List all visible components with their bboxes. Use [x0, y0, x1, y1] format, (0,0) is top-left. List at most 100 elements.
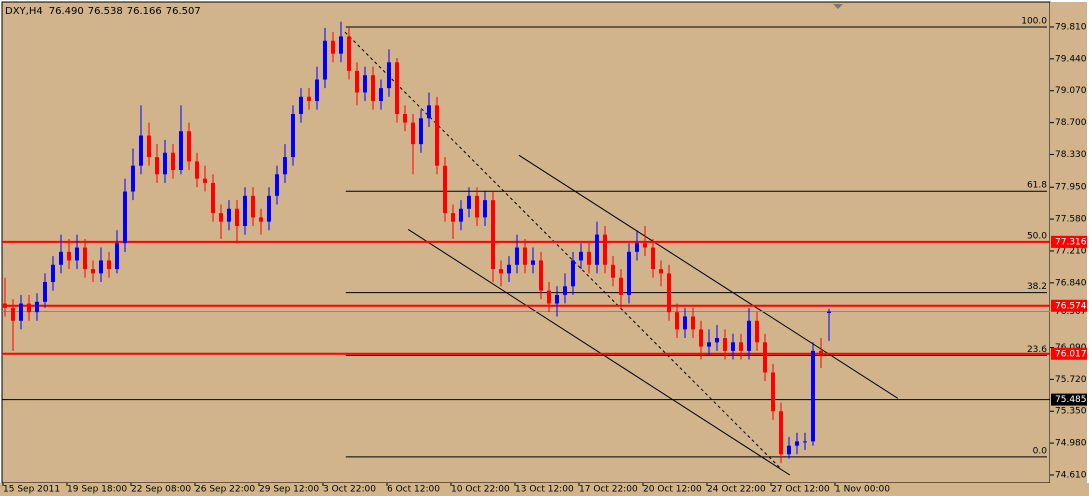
- y-tick-label: 75.350: [1055, 407, 1087, 417]
- candle-body: [483, 200, 487, 218]
- candle-body: [203, 178, 207, 183]
- candle-body: [195, 161, 199, 179]
- candle-body: [227, 208, 231, 222]
- x-tick-label: 22 Sep 08:00: [131, 485, 191, 495]
- candle-body: [651, 247, 655, 270]
- x-tick-label: 1 Nov 00:00: [835, 485, 890, 495]
- candle-body: [771, 372, 775, 412]
- candle-body: [19, 303, 23, 321]
- candle-body: [755, 320, 759, 343]
- candle-body: [275, 174, 279, 196]
- x-tick-label: 15 Sep 2011: [3, 485, 60, 495]
- candle-body: [523, 247, 527, 265]
- level-label: 75.485: [1055, 395, 1087, 405]
- open-label: 76.490: [49, 6, 84, 17]
- candle-body: [811, 350, 815, 442]
- candle-body: [707, 342, 711, 347]
- x-tick-label: 10 Oct 22:00: [451, 485, 510, 495]
- candle-body: [299, 96, 303, 114]
- fib-label: 23.6: [1027, 345, 1047, 355]
- candle-body: [443, 165, 447, 214]
- candle-body: [259, 217, 263, 222]
- candle-body: [715, 337, 719, 343]
- candle-body: [99, 260, 103, 274]
- candle-body: [11, 307, 15, 321]
- candle-body: [675, 312, 679, 330]
- candle-body: [43, 281, 47, 302]
- candle-body: [539, 260, 543, 291]
- candle-body: [731, 342, 735, 351]
- candle-body: [571, 260, 575, 287]
- candle-body: [507, 264, 511, 274]
- level-box: [1051, 299, 1087, 312]
- candle-body: [363, 75, 367, 93]
- candle-body: [747, 320, 751, 351]
- y-tick-label: 79.440: [1055, 54, 1087, 64]
- candle-body: [611, 264, 615, 278]
- candle-body: [763, 342, 767, 373]
- level-box: [1051, 347, 1087, 360]
- y-tick-label: 79.070: [1055, 86, 1087, 96]
- candle-body: [795, 441, 799, 446]
- current-price-label: 76.507: [1055, 307, 1087, 317]
- fib-label: 50.0: [1027, 231, 1047, 241]
- y-tick-label: 77.210: [1055, 246, 1087, 256]
- candle-body: [147, 135, 151, 158]
- low-label: 76.166: [127, 6, 162, 17]
- x-tick-label: 3 Oct 22:00: [323, 485, 376, 495]
- candle-body: [459, 208, 463, 222]
- candle-body: [819, 350, 823, 356]
- candle-body: [627, 251, 631, 295]
- candle-body: [739, 342, 743, 351]
- time-axis: [0, 483, 1089, 496]
- x-tick-label: 19 Sep 18:00: [67, 485, 127, 495]
- candle-body: [179, 131, 183, 170]
- candle-body: [531, 260, 535, 265]
- fib-label: 38.2: [1027, 282, 1047, 292]
- candle-body: [827, 311, 831, 314]
- chart-title: DXY,H4 76.490 76.538 76.166 76.507: [5, 6, 201, 17]
- candle-body: [403, 113, 407, 123]
- fib-label: 61.8: [1027, 181, 1047, 191]
- candle-body: [563, 286, 567, 295]
- candle-body: [251, 195, 255, 218]
- trendline: [407, 229, 791, 476]
- candle-body: [83, 247, 87, 270]
- candle-body: [115, 243, 119, 270]
- trendline: [518, 154, 899, 399]
- candle-body: [387, 62, 391, 89]
- candle-body: [619, 277, 623, 295]
- candle-body: [579, 251, 583, 261]
- candle-body: [307, 96, 311, 102]
- level-label: 76.017: [1055, 349, 1087, 359]
- candle-body: [371, 75, 375, 102]
- candle-body: [67, 251, 71, 261]
- candle-body: [395, 62, 399, 114]
- x-tick-label: 26 Sep 22:00: [195, 485, 255, 495]
- x-tick-label: 27 Oct 12:00: [771, 485, 830, 495]
- candle-body: [419, 118, 423, 145]
- level-box: [1051, 393, 1087, 406]
- candle-body: [171, 152, 175, 170]
- y-tick-label: 77.950: [1055, 183, 1087, 193]
- candle-body: [339, 36, 343, 54]
- candle-body: [123, 191, 127, 244]
- candle-body: [163, 152, 167, 175]
- y-tick-label: 74.980: [1055, 439, 1087, 449]
- candle-body: [139, 135, 143, 166]
- y-tick-label: 79.810: [1055, 22, 1087, 32]
- candle-body: [3, 303, 7, 308]
- candle-body: [515, 247, 519, 265]
- symbol: DXY,H4: [5, 6, 43, 17]
- candle-body: [587, 251, 591, 265]
- y-tick-label: 76.840: [1055, 278, 1087, 288]
- candle-body: [659, 269, 663, 274]
- candle-body: [779, 411, 783, 455]
- shift-marker: [833, 4, 843, 9]
- x-tick-label: 29 Sep 12:00: [259, 485, 319, 495]
- candle-body: [235, 208, 239, 226]
- candle-body: [683, 316, 687, 330]
- candle-body: [435, 105, 439, 166]
- fib-label: 0.0: [1033, 446, 1048, 456]
- candle-body: [723, 337, 727, 351]
